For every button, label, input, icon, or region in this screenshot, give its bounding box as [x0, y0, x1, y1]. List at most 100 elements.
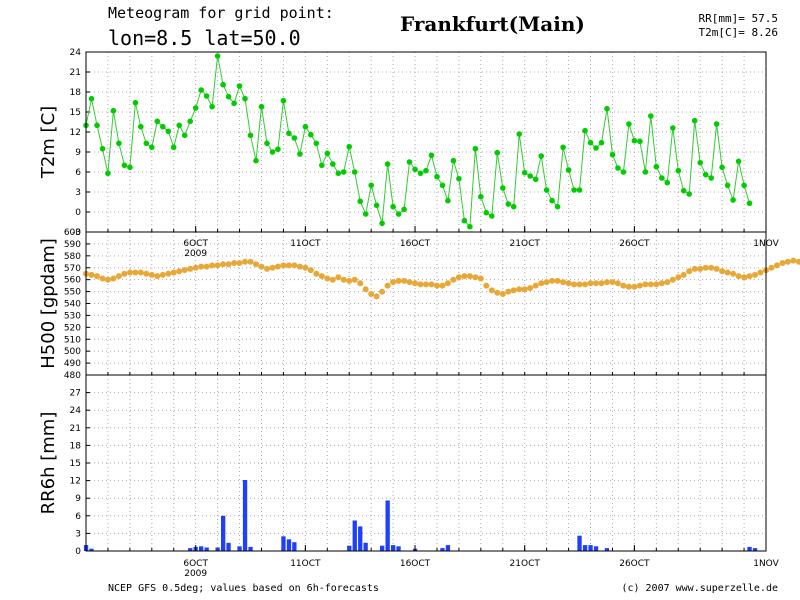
temperature-mean: T2m[C]= 8.26	[698, 26, 778, 39]
data-point-t2m	[686, 191, 692, 197]
data-point-h500	[412, 280, 418, 287]
panel-rr6h: 0 3 6 9 12 15 18 21 24 27 RR6h [mm]	[38, 374, 767, 557]
y-tick-label: 12	[70, 477, 81, 487]
precip-bar	[752, 548, 758, 551]
y-tick-label: 530	[64, 311, 81, 321]
data-point-t2m	[500, 185, 506, 191]
data-point-t2m	[269, 149, 276, 155]
data-point-h500	[499, 291, 506, 297]
data-point-t2m	[351, 169, 358, 175]
data-point-t2m	[132, 99, 139, 106]
precip-bar	[593, 546, 599, 551]
data-source-note: NCEP GFS 0.5deg; values based on 6h-fore…	[108, 583, 379, 594]
data-point-t2m	[631, 137, 638, 144]
y-tick-label: 520	[64, 323, 81, 333]
data-point-t2m	[675, 167, 682, 174]
data-point-t2m	[510, 203, 517, 210]
data-point-t2m	[702, 171, 709, 178]
data-point-h500	[236, 260, 243, 266]
panel-frame	[85, 374, 767, 552]
data-point-h500	[532, 282, 539, 289]
data-point-h500	[614, 280, 621, 287]
data-point-t2m	[94, 122, 100, 129]
data-point-t2m	[236, 83, 243, 89]
data-point-h500	[609, 279, 616, 286]
data-point-t2m	[478, 193, 484, 200]
data-point-h500	[434, 282, 440, 289]
y-tick-label: 480	[64, 371, 81, 381]
data-point-h500	[675, 274, 682, 281]
data-point-t2m	[368, 182, 375, 189]
precip-bar	[221, 515, 226, 551]
data-point-t2m	[264, 140, 270, 147]
precip-bar	[396, 546, 401, 551]
precip-bar	[445, 545, 451, 551]
data-point-h500	[686, 268, 693, 275]
axis-label-h500: H500 [gpdam]	[38, 238, 59, 369]
data-point-t2m	[384, 161, 391, 167]
data-point-h500	[554, 277, 561, 284]
data-point-h500	[423, 281, 429, 288]
data-point-t2m	[538, 153, 544, 159]
data-point-t2m	[308, 131, 314, 138]
date-tick-label-lower: 26OCT	[619, 559, 650, 569]
data-point-h500	[576, 281, 583, 288]
data-point-h500	[488, 287, 495, 294]
data-point-t2m	[401, 206, 407, 213]
data-point-t2m	[467, 223, 473, 230]
data-point-t2m	[587, 139, 594, 146]
data-point-h500	[285, 262, 292, 269]
y-tick-label: 24	[70, 406, 82, 416]
precip-bar	[215, 547, 220, 551]
y-tick-label: 590	[64, 240, 81, 250]
data-point-h500	[220, 261, 227, 268]
data-point-t2m	[713, 121, 720, 127]
data-point-h500	[88, 271, 95, 278]
data-point-h500	[329, 276, 336, 283]
data-point-h500	[121, 270, 128, 277]
y-tick-label: 550	[64, 288, 81, 298]
precip-bar	[204, 547, 209, 551]
y-tick-label: 3	[75, 529, 81, 539]
data-point-t2m	[637, 138, 643, 145]
data-point-t2m	[198, 87, 204, 93]
data-point-h500	[137, 269, 144, 276]
data-point-t2m	[670, 125, 676, 131]
data-point-h500	[604, 279, 610, 286]
data-point-h500	[483, 282, 490, 289]
data-point-t2m	[505, 201, 512, 207]
data-point-t2m	[434, 173, 440, 180]
y-tick-label: 12	[70, 128, 81, 138]
data-point-t2m	[549, 197, 555, 204]
data-point-h500	[439, 282, 446, 289]
data-point-t2m	[258, 103, 265, 110]
data-point-h500	[209, 262, 216, 269]
precip-bar	[281, 536, 286, 551]
data-point-t2m	[116, 140, 122, 147]
data-point-h500	[571, 281, 578, 288]
data-point-t2m	[615, 165, 621, 171]
data-point-t2m	[423, 167, 429, 174]
data-point-h500	[466, 273, 473, 280]
date-tick-label-upper: 26OCT	[619, 239, 650, 249]
data-point-h500	[368, 291, 375, 297]
y-tick-label: 560	[64, 276, 81, 286]
data-point-t2m	[450, 157, 457, 164]
data-point-t2m	[719, 164, 725, 171]
y-tick-label: 15	[70, 459, 81, 469]
data-point-h500	[521, 286, 528, 293]
y-tick-label: 18	[70, 441, 82, 451]
data-point-h500	[340, 276, 347, 283]
precip-bar	[286, 539, 292, 551]
data-point-h500	[264, 265, 270, 272]
data-point-h500	[543, 279, 550, 286]
date-tick-label-lower: 21OCT	[510, 559, 541, 569]
data-point-h500	[625, 283, 632, 290]
y-tick-label: 15	[70, 108, 81, 118]
data-point-t2m	[439, 182, 446, 189]
data-point-h500	[779, 260, 786, 266]
data-point-h500	[170, 269, 177, 276]
data-point-h500	[302, 264, 309, 271]
date-tick-label-upper: 6OCT	[183, 239, 208, 249]
data-point-h500	[176, 268, 183, 275]
